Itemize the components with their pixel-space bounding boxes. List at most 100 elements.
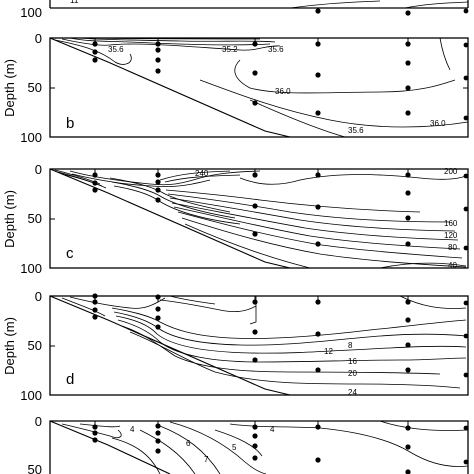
panel-c-station [252, 231, 258, 237]
panel-e-station [252, 433, 258, 439]
panel-e: 0 50 4 7 6 5 4 [28, 414, 469, 474]
panel-c-station [155, 179, 161, 185]
panel-d-station [252, 329, 258, 335]
panel-a-ytick-100: 100 [20, 5, 42, 20]
panel-d-contour [61, 297, 106, 317]
station-ticks [94, 38, 409, 427]
panel-e-station [155, 430, 161, 436]
panel-c-contour [69, 170, 261, 186]
panel-d-contour [113, 311, 467, 346]
panel-e-station [405, 444, 411, 450]
panel-b-contour-label: 36.0 [275, 87, 291, 96]
panel-c-station [405, 215, 411, 221]
panel-e-seafloor [49, 420, 171, 474]
panel-e-contour [111, 437, 161, 474]
panel-e-station [315, 457, 321, 463]
panel-c-ylabel: Depth (m) [2, 190, 17, 248]
panel-c-seafloor [49, 168, 291, 269]
panel-b: Depth (m) 0 50 100 b 35.6 35.2 35.6 36.0… [2, 31, 469, 145]
panel-d-station [155, 315, 161, 321]
panel-c-contour-label: 160 [444, 219, 458, 228]
panel-e-contour [159, 425, 221, 474]
panel-e-station [155, 438, 161, 444]
panel-d-station [252, 357, 258, 363]
panel-e-contour [61, 423, 122, 438]
panel-d-contour-label: 20 [348, 369, 357, 378]
panel-d-station [405, 317, 411, 323]
panel-d-contour-label: 16 [348, 357, 357, 366]
panel-c-contour [379, 262, 467, 269]
panel-d-station [92, 314, 98, 320]
panel-b-station [155, 47, 161, 53]
panel-c-station [92, 180, 98, 186]
panel-b-contour [439, 37, 451, 71]
panel-e-contour [229, 423, 469, 467]
panel-e-stations [92, 423, 469, 474]
panel-d-contour [69, 296, 166, 309]
panel-c-station [463, 173, 469, 179]
panel-d-contour-label: 12 [324, 347, 333, 356]
panel-d-station [155, 324, 161, 330]
panel-e-contour-label: 4 [270, 425, 275, 434]
panel-c-contour [111, 181, 236, 219]
panel-a-contour [289, 0, 381, 9]
panel-d-contour [115, 315, 467, 354]
panel-d: Depth (m) 0 50 100 d 12 8 16 20 24 [2, 289, 469, 403]
panel-c-contour [109, 177, 231, 213]
panel-c-contour [239, 174, 467, 185]
panel-c-contour-label: 40 [448, 261, 457, 270]
panel-e-station [92, 430, 98, 436]
panel-d-stations [92, 293, 469, 378]
panel-b-station [315, 110, 321, 116]
panel-e-contour [79, 423, 121, 428]
panel-c-contour [71, 173, 211, 188]
panel-c-ytick-100: 100 [20, 261, 42, 276]
panel-c-contour [61, 173, 107, 189]
panel-b-contour-label: 35.6 [268, 45, 284, 54]
panel-c-station [405, 190, 411, 196]
panel-c: Depth (m) 0 50 100 c 240 200 160 120 80 … [2, 162, 469, 276]
panel-d-station [155, 306, 161, 312]
panel-a-station [405, 10, 411, 16]
panel-c-contour-label: 240 [195, 169, 209, 178]
panel-d-contour-label: 8 [348, 341, 353, 350]
panel-e-station [405, 469, 411, 474]
panel-e-contour [139, 429, 196, 474]
panel-b-station [252, 100, 258, 106]
panel-e-station [252, 455, 258, 461]
panel-e-contour-label: 6 [186, 439, 191, 448]
panel-b-ytick-50: 50 [28, 80, 42, 95]
panel-e-frame [49, 420, 469, 474]
panel-b-label: b [66, 115, 74, 132]
panel-c-contour [184, 223, 311, 269]
panel-b-contour-label: 36.0 [430, 119, 446, 128]
panel-a-contour-label: 11 [70, 0, 79, 5]
panel-b-contour [54, 39, 132, 65]
panel-b-ylabel: Depth (m) [2, 59, 17, 117]
panel-e-station [155, 448, 161, 454]
panel-b-seafloor [49, 37, 291, 138]
panel-c-contour [165, 189, 421, 213]
panel-b-contour [249, 99, 346, 138]
panel-c-station [405, 241, 411, 247]
panel-e-station [92, 437, 98, 443]
panel-b-station [405, 85, 411, 91]
panel-b-station [92, 49, 98, 55]
panel-a-station [463, 8, 469, 14]
panel-d-contour [399, 295, 467, 309]
panel-e-contour [214, 429, 263, 457]
panel-d-ytick-100: 100 [20, 388, 42, 403]
panel-b-station [155, 68, 161, 74]
panel-c-station [92, 187, 98, 193]
panel-d-contour [117, 319, 467, 363]
panel-e-station [252, 443, 258, 449]
panel-b-station [405, 60, 411, 66]
panel-b-ytick-100: 100 [20, 130, 42, 145]
panel-e-contour [169, 421, 267, 474]
panel-c-contour [167, 193, 451, 223]
panel-e-ytick-0: 0 [35, 414, 42, 429]
panel-c-contour-label: 120 [444, 231, 458, 240]
panel-b-contour-label: 35.6 [348, 126, 364, 135]
panel-d-station [405, 342, 411, 348]
